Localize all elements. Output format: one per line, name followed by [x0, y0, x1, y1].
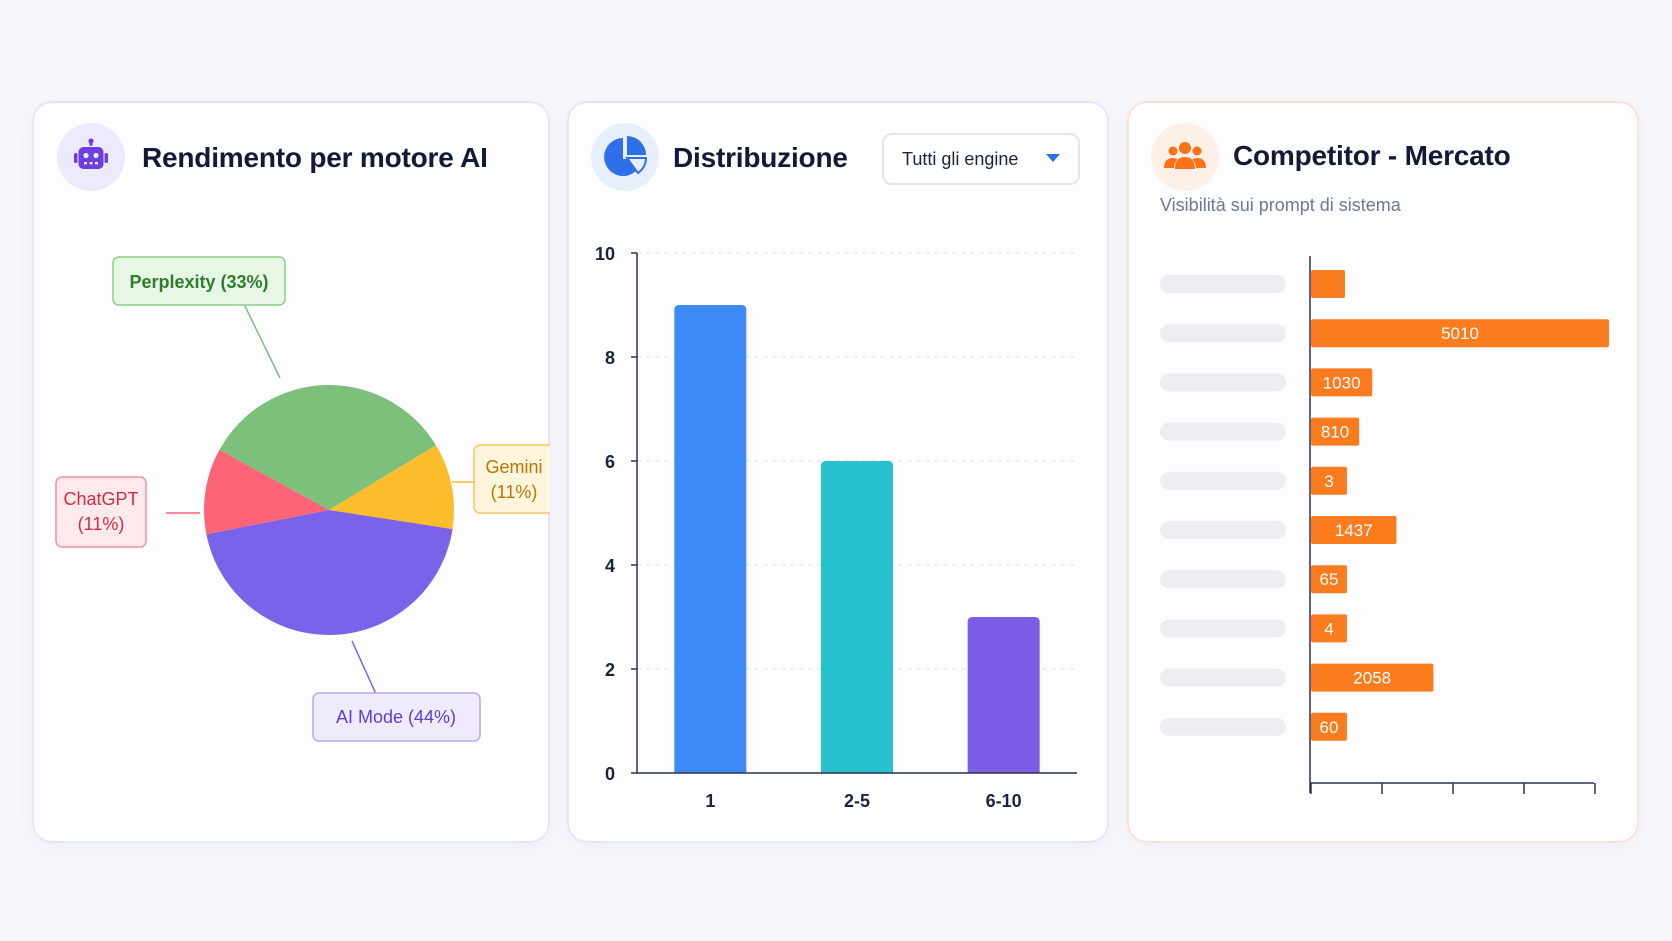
- pie-label-gemini: Gemini (11%): [473, 444, 550, 514]
- bar-chart: 0 2 4 6 8 10 1 2-5 6-10: [595, 244, 1077, 811]
- bar-2-5: [821, 461, 893, 773]
- competitor-name-placeholder: [1160, 570, 1286, 589]
- competitor-bar-value: 2058: [1353, 669, 1391, 688]
- competitor-bar-value: 4: [1324, 619, 1333, 638]
- competitor-name-placeholder: [1160, 471, 1286, 490]
- competitor-bar: [1311, 417, 1360, 446]
- competitor-bar: [1311, 516, 1397, 544]
- leader-line-ai-mode: [351, 640, 377, 695]
- pie-label-chatgpt: ChatGPT (11%): [55, 476, 147, 548]
- card-title: Competitor - Mercato: [1233, 140, 1511, 171]
- card-subtitle: Visibilità sui prompt di sistema: [1160, 195, 1401, 215]
- competitor-name-placeholder: [1160, 521, 1286, 539]
- competitor-bar: [1311, 663, 1434, 692]
- competitor-bar-value: 5010: [1441, 324, 1479, 343]
- competitor-bar-chart: 5010 1030 810 3 1437 65 4 2058 60: [1160, 256, 1609, 794]
- competitor-bar-value: 60: [1320, 718, 1339, 737]
- robot-icon: [57, 123, 125, 191]
- competitor-name-placeholder: [1160, 717, 1286, 736]
- competitor-name-placeholder: [1160, 668, 1286, 687]
- pie-label-ai-mode: AI Mode (44%): [312, 692, 481, 742]
- distribution-card: Distribuzione Tutti gli engine 0 2 4 6 8 10 1 2…: [567, 101, 1109, 843]
- svg-text:Perplexity (33%): Perplexity (33%): [129, 272, 268, 292]
- card-title: Rendimento per motore AI: [142, 142, 488, 173]
- users-icon: [1151, 123, 1219, 191]
- y-tick-label: 10: [595, 244, 615, 264]
- competitor-bar: [1311, 319, 1609, 348]
- competitor-bar-value: 810: [1321, 423, 1349, 442]
- slice-label: Gemini: [485, 457, 542, 477]
- competitor-bar-value: 1030: [1323, 373, 1361, 392]
- slice-pct: (33%): [221, 272, 269, 292]
- pie-slice-chatgpt: [203, 449, 329, 535]
- engine-performance-card: Rendimento per motore AI Perplexity (33%…: [32, 101, 550, 843]
- pie-slice-ai-mode: [206, 510, 453, 635]
- competitor-card: Competitor - Mercato Visibilità sui prom…: [1127, 101, 1639, 843]
- competitor-bar: [1311, 565, 1347, 594]
- slice-pct: (11%): [78, 514, 125, 534]
- chevron-down-icon: [1046, 154, 1060, 162]
- competitor-bar: [1311, 466, 1347, 495]
- x-tick-label: 2-5: [844, 791, 870, 811]
- leader-line-perplexity: [243, 303, 281, 379]
- svg-text:AI Mode (44%): AI Mode (44%): [336, 707, 456, 727]
- slice-pct: (44%): [408, 707, 456, 727]
- y-tick-label: 8: [605, 348, 615, 368]
- y-tick-label: 6: [605, 452, 615, 472]
- slice-label: ChatGPT: [63, 489, 138, 509]
- competitor-bar: [1311, 368, 1373, 397]
- pie-chart: Perplexity (33%) Gemini (11%) AI Mode (4…: [55, 256, 550, 742]
- x-tick-label: 6-10: [986, 791, 1022, 811]
- competitor-name-placeholder: [1160, 275, 1286, 293]
- pie-slice-perplexity: [219, 385, 436, 510]
- dropdown-value: Tutti gli engine: [902, 148, 1019, 169]
- x-tick-label: 1: [705, 791, 715, 811]
- pie-slice-gemini: [329, 445, 454, 530]
- bar-6-10: [967, 617, 1040, 773]
- slice-label: Perplexity: [129, 272, 215, 292]
- competitor-name-placeholder: [1160, 324, 1286, 343]
- pie-label-perplexity: Perplexity (33%): [112, 256, 286, 306]
- pie-chart-icon: [591, 123, 659, 191]
- competitor-bar: [1311, 614, 1347, 643]
- competitor-bar: [1311, 712, 1347, 741]
- competitor-name-placeholder: [1160, 373, 1286, 392]
- y-tick-label: 2: [605, 660, 615, 680]
- competitor-bar-value: 3: [1324, 472, 1333, 491]
- slice-label: AI Mode: [336, 707, 403, 727]
- competitor-name-placeholder: [1160, 422, 1286, 441]
- card-title: Distribuzione: [673, 142, 848, 173]
- bar-1: [674, 305, 747, 773]
- competitor-bar-value: 65: [1320, 570, 1339, 589]
- slice-pct: (11%): [491, 482, 538, 502]
- competitor-bar-value: 1437: [1335, 521, 1373, 540]
- competitor-name-placeholder: [1160, 619, 1286, 638]
- y-tick-label: 4: [605, 556, 615, 576]
- y-tick-label: 0: [605, 764, 615, 784]
- engine-filter-dropdown[interactable]: Tutti gli engine: [882, 133, 1080, 185]
- competitor-bar: [1311, 270, 1345, 298]
